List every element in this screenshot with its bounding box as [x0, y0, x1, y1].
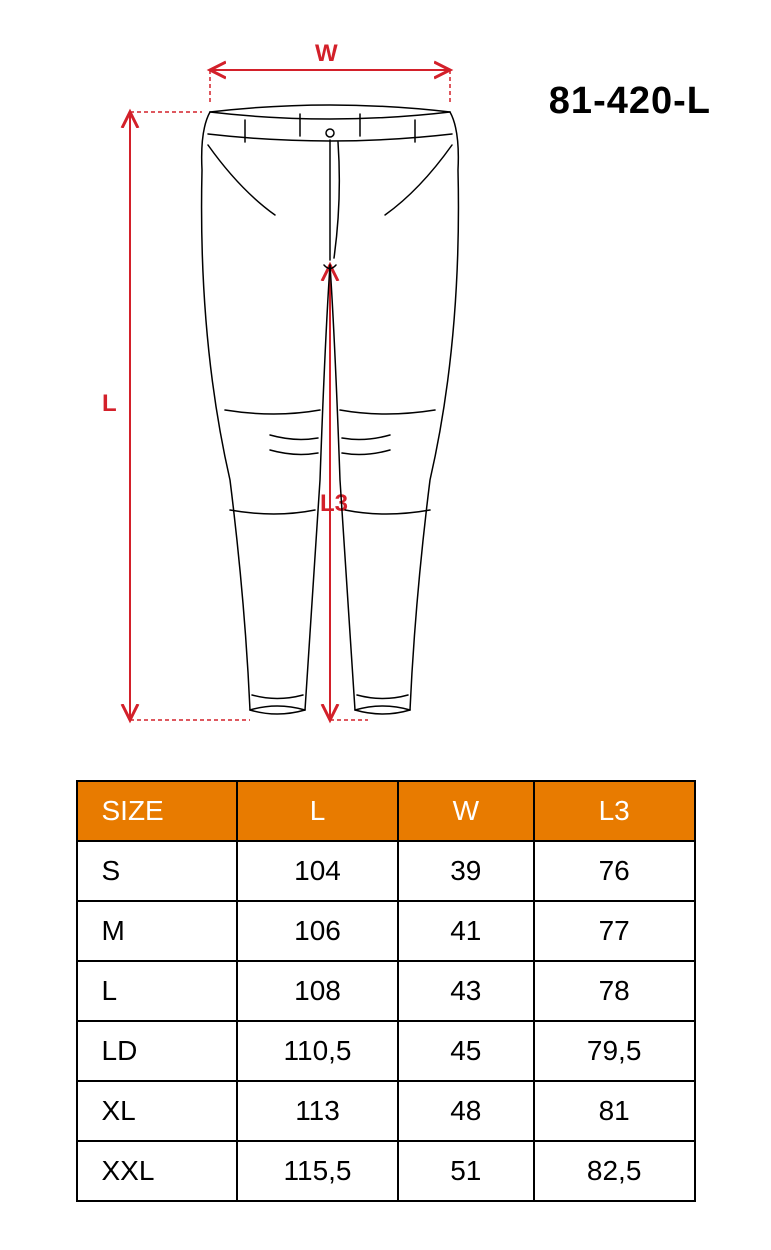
table-row: L 108 43 78 — [77, 961, 695, 1021]
table-body: S 104 39 76 M 106 41 77 L 108 43 78 LD 1… — [77, 841, 695, 1201]
product-code: 81-420-L — [549, 80, 711, 123]
header-l3: L3 — [534, 781, 695, 841]
header-w: W — [398, 781, 534, 841]
trousers-diagram: W L L3 — [80, 40, 560, 760]
table-header-row: SIZE L W L3 — [77, 781, 695, 841]
table-row: S 104 39 76 — [77, 841, 695, 901]
size-table: SIZE L W L3 S 104 39 76 M 106 41 77 L 10… — [76, 780, 696, 1202]
header-size: SIZE — [77, 781, 238, 841]
table-row: M 106 41 77 — [77, 901, 695, 961]
header-l: L — [237, 781, 398, 841]
size-chart-container: 81-420-L W L L3 — [0, 0, 771, 1242]
table-row: LD 110,5 45 79,5 — [77, 1021, 695, 1081]
trousers-svg — [80, 40, 560, 760]
table-row: XXL 115,5 51 82,5 — [77, 1141, 695, 1201]
table-row: XL 113 48 81 — [77, 1081, 695, 1141]
